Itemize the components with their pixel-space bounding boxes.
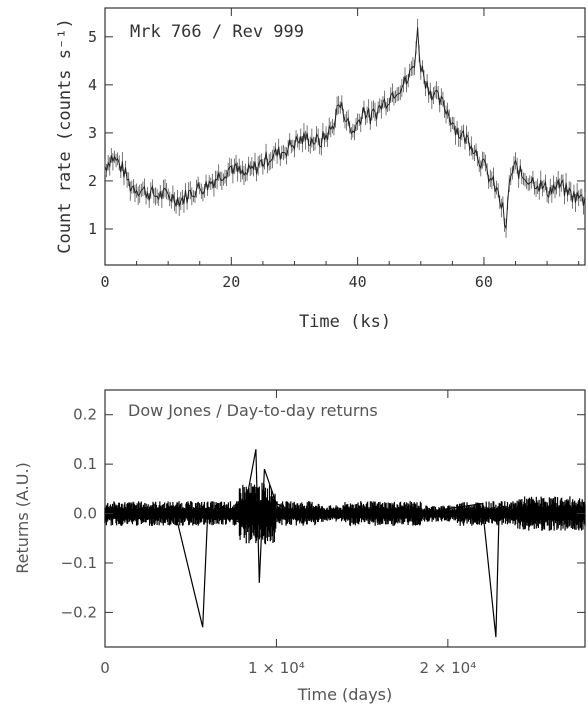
x-tick-label: 1 × 10⁴ — [248, 659, 305, 677]
returns-noise — [104, 482, 586, 545]
chart-title: Dow Jones / Day-to-day returns — [128, 401, 378, 420]
y-tick-label: 3 — [88, 124, 97, 142]
count-rate-line — [104, 27, 586, 231]
panel-returns: 0 1 × 10⁴ 2 × 10⁴ −0.2 −0.1 0.0 0.1 0.2 Dow Jo… — [13, 389, 586, 704]
x-ticks: 0 20 40 60 — [100, 8, 580, 291]
x-ticks: 0 1 × 10⁴ 2 × 10⁴ — [100, 390, 476, 677]
returns-line — [104, 449, 586, 638]
y-tick-label: 0.2 — [73, 406, 97, 424]
y-tick-label: 4 — [88, 76, 97, 94]
x-tick-label: 60 — [475, 273, 493, 291]
y-tick-label: 2 — [88, 172, 97, 190]
y-tick-label: 5 — [88, 28, 97, 46]
y-tick-label: 0.1 — [73, 455, 97, 473]
x-axis-label: Time (ks) — [299, 312, 391, 332]
y-tick-label: 1 — [88, 220, 97, 238]
x-tick-label: 0 — [100, 659, 110, 677]
y-axis-label: Returns (A.U.) — [13, 462, 32, 574]
y-tick-label: −0.1 — [61, 554, 97, 572]
y-tick-label: 0.0 — [73, 505, 97, 523]
chart-title: Mrk 766 / Rev 999 — [130, 22, 304, 42]
x-tick-label: 40 — [349, 273, 367, 291]
x-tick-label: 2 × 10⁴ — [419, 659, 476, 677]
y-axis-label: Count rate (counts s⁻¹) — [55, 18, 75, 253]
x-tick-label: 0 — [100, 273, 109, 291]
panel-count-rate: 0 20 40 60 1 2 3 4 5 Mrk 766 / Rev 999 Time (ks… — [55, 7, 586, 332]
x-axis-label: Time (days) — [297, 685, 393, 704]
error-bars — [104, 18, 586, 238]
y-ticks: −0.2 −0.1 0.0 0.1 0.2 — [61, 406, 585, 621]
x-tick-label: 20 — [222, 273, 240, 291]
y-ticks: 1 2 3 4 5 — [88, 28, 585, 238]
plot-frame — [104, 7, 586, 266]
y-tick-label: −0.2 — [61, 603, 97, 621]
